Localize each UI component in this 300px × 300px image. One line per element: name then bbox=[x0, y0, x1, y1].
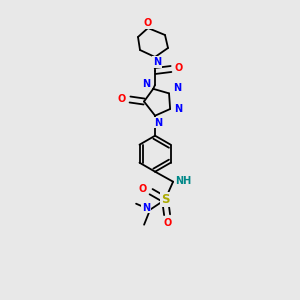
Text: N: N bbox=[142, 203, 150, 213]
Text: N: N bbox=[153, 57, 161, 67]
Text: O: O bbox=[118, 94, 126, 103]
Text: N: N bbox=[154, 118, 162, 128]
Text: NH: NH bbox=[175, 176, 191, 186]
Text: O: O bbox=[164, 218, 172, 228]
Text: S: S bbox=[161, 193, 169, 206]
Text: N: N bbox=[142, 79, 150, 89]
Text: O: O bbox=[139, 184, 147, 194]
Text: N: N bbox=[174, 104, 182, 114]
Text: N: N bbox=[173, 83, 181, 93]
Text: O: O bbox=[175, 63, 183, 73]
Text: O: O bbox=[144, 18, 152, 28]
